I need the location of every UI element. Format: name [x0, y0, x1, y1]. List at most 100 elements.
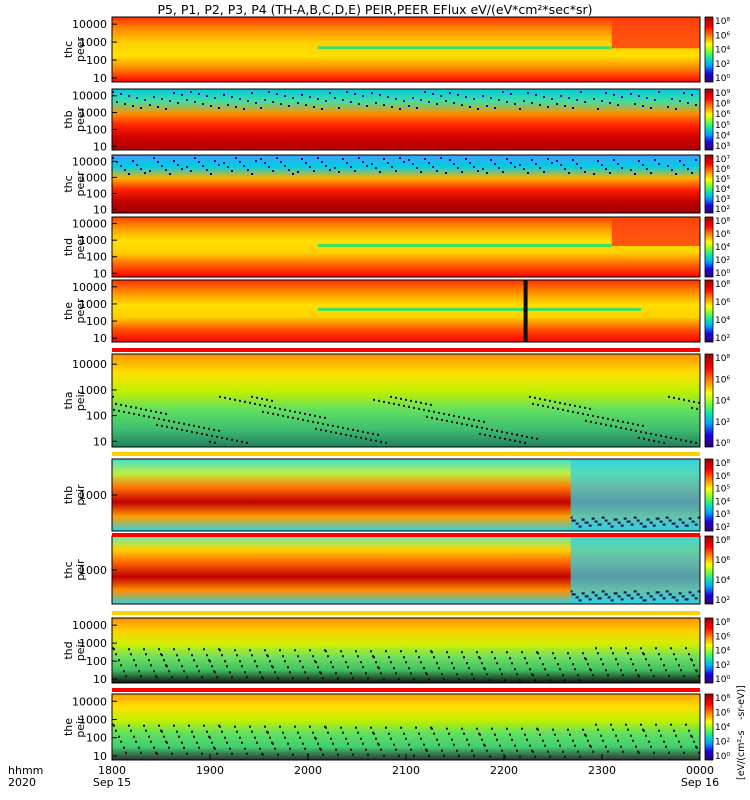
- spectrogram-feature: [625, 723, 627, 726]
- spectrogram-fill: [112, 694, 700, 760]
- spectrogram-feature: [325, 650, 327, 653]
- spectrogram-feature: [659, 594, 662, 597]
- spectrogram-feature: [299, 660, 301, 663]
- y-tick-label: 10: [93, 140, 107, 153]
- spectrogram-feature: [638, 751, 640, 754]
- spectrogram-feature: [120, 740, 122, 743]
- spectrogram-feature: [655, 433, 657, 436]
- spectrogram-feature: [365, 437, 367, 440]
- spectrogram-feature: [292, 753, 294, 756]
- ylabel-line1: thd: [62, 641, 75, 659]
- spectrogram-feature: [373, 656, 375, 659]
- spectrogram-feature: [683, 751, 685, 754]
- spectrogram-feature: [625, 647, 627, 650]
- spectrogram-feature: [388, 401, 390, 404]
- spectrogram-feature: [622, 674, 624, 677]
- spectrogram-feature: [312, 655, 314, 658]
- spectrogram-feature: [371, 92, 373, 94]
- spectrogram-feature: [118, 659, 120, 662]
- spectrogram-feature: [564, 168, 566, 170]
- spectrogram-feature: [284, 408, 286, 411]
- spectrogram-feature: [569, 733, 571, 736]
- spectrogram-feature: [277, 677, 279, 680]
- spectrogram-feature: [420, 401, 422, 404]
- y-tick-label: 1000: [79, 564, 107, 577]
- spectrogram-feature: [584, 171, 586, 173]
- spectrogram-feature: [698, 675, 700, 678]
- spectrogram-feature: [229, 671, 231, 674]
- spectrogram-feature: [246, 441, 248, 444]
- spectrogram-feature: [165, 108, 167, 110]
- spectrogram-feature: [509, 657, 511, 660]
- panel-ylabel: thc peer: [62, 37, 87, 63]
- spectrogram-feature: [511, 662, 513, 665]
- spectrogram-feature: [261, 397, 263, 400]
- spectrogram-feature: [649, 595, 652, 598]
- spectrogram-feature: [642, 599, 645, 602]
- spectrogram-feature: [188, 648, 190, 651]
- spectrogram-feature: [416, 167, 418, 169]
- spectrogram-feature: [405, 737, 407, 740]
- spectrogram-feature: [659, 520, 662, 523]
- spectrogram-feature: [415, 726, 417, 729]
- spectrogram-feature: [268, 166, 270, 168]
- spectrogram-feature: [226, 665, 228, 668]
- spectrogram-feature: [209, 736, 211, 739]
- spectrogram-feature: [365, 748, 367, 751]
- spectrogram-feature: [494, 163, 496, 165]
- spectrogram-feature: [206, 433, 208, 436]
- spectrogram-feature: [564, 105, 566, 107]
- spectrogram-feature: [317, 421, 319, 424]
- spectrogram-feature: [461, 422, 463, 425]
- spectrogram-feature: [305, 162, 307, 164]
- spectrogram-feature: [149, 170, 151, 172]
- spectrogram-feature: [559, 668, 561, 671]
- spectrogram-feature: [209, 440, 211, 443]
- spectrogram-feature: [579, 755, 581, 758]
- spectrogram-fill: [112, 280, 700, 342]
- spectrogram-feature: [317, 742, 319, 745]
- spectrogram-feature: [590, 669, 592, 672]
- spectrogram-feature: [307, 677, 309, 680]
- spectrogram-feature: [671, 522, 674, 525]
- spectrogram-feature: [471, 424, 473, 427]
- spectrogram-feature: [420, 737, 422, 740]
- colorbar-tick-label: 10⁸: [715, 459, 730, 469]
- colorbar: [704, 88, 714, 151]
- spectrogram-feature: [214, 160, 216, 162]
- ylabel-line2: peir: [74, 389, 87, 411]
- spectrogram-feature: [668, 395, 670, 398]
- spectrogram-feature: [130, 653, 132, 656]
- spectrogram-feature: [477, 108, 479, 110]
- spectrogram-feature: [597, 415, 599, 418]
- spectrogram-feature: [128, 724, 130, 727]
- colorbar-tick-label: 10⁹: [715, 89, 730, 99]
- spectrogram-feature: [580, 91, 582, 93]
- y-tick-label: 100: [86, 410, 107, 423]
- spectrogram-feature: [124, 169, 126, 171]
- spectrogram-feature: [441, 418, 443, 421]
- spectrogram-feature: [613, 592, 616, 595]
- spectrogram-feature: [183, 422, 185, 425]
- spectrogram-feature: [321, 161, 323, 163]
- spectrogram-feature: [289, 409, 291, 412]
- spectrogram-feature: [630, 658, 632, 661]
- spectrogram-feature: [532, 402, 534, 405]
- spectrogram-feature: [438, 743, 440, 746]
- spectrogram-feature: [612, 728, 614, 731]
- spectrogram-feature: [161, 654, 163, 657]
- colorbar-tick-label: 10⁶: [715, 110, 730, 120]
- spectrogram-feature: [499, 744, 501, 747]
- spectrogram-feature: [418, 732, 420, 735]
- status-bar: [112, 533, 700, 537]
- panel-1: 10000 1000 100 10 thc peer 10⁸ 10⁶ 10⁴ 10² 10⁰: [62, 16, 730, 85]
- spectrogram-feature: [239, 399, 241, 402]
- spectrogram-feature: [150, 740, 152, 743]
- spectrogram-feature: [229, 397, 231, 400]
- spectrogram-feature: [601, 164, 603, 166]
- spectrogram-feature: [638, 436, 640, 439]
- colorbar-tick-label: 10⁰: [715, 74, 730, 84]
- spectrogram-feature: [463, 416, 465, 419]
- spectrogram-feature: [236, 439, 238, 442]
- spectrogram-feature: [202, 165, 204, 167]
